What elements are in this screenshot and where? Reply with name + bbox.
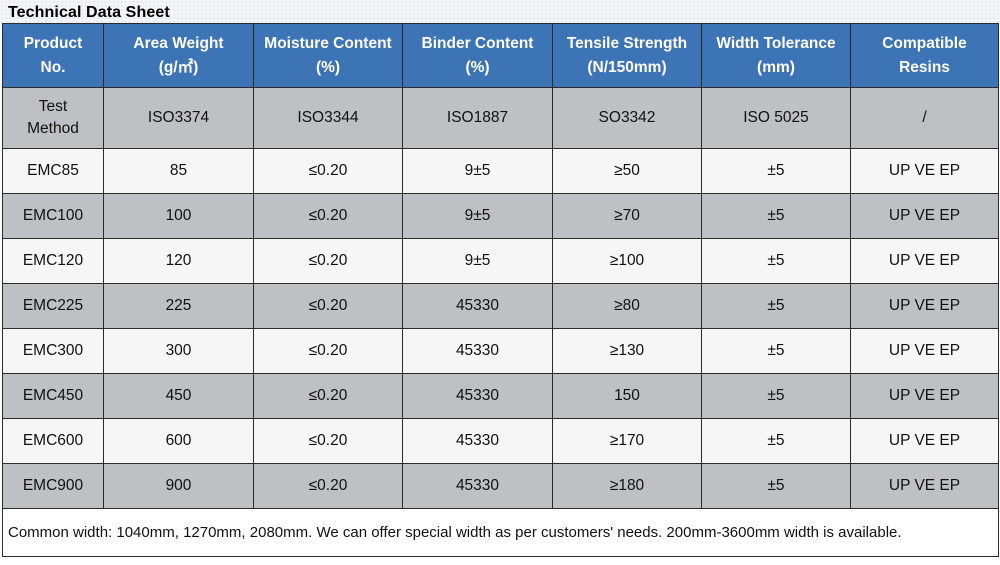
title-bar: Technical Data Sheet xyxy=(0,0,1000,26)
header-binder-content: Binder Content (%) xyxy=(402,23,553,88)
cell-resins: UP VE EP xyxy=(850,418,999,464)
test-method-resins: / xyxy=(850,87,999,149)
cell-resins: UP VE EP xyxy=(850,463,999,509)
cell-product-no: EMC120 xyxy=(2,238,104,284)
cell-area-weight: 450 xyxy=(103,373,254,419)
test-method-width: ISO 5025 xyxy=(701,87,851,149)
cell-resins: UP VE EP xyxy=(850,283,999,329)
cell-product-no: EMC300 xyxy=(2,328,104,374)
header-width-tolerance: Width Tolerance (mm) xyxy=(701,23,851,88)
table-row: EMC450 450 ≤0.20 45330 150 ±5 UP VE EP xyxy=(2,373,999,419)
test-method-row: Test Method ISO3374 ISO3344 ISO1887 SO33… xyxy=(2,87,999,149)
cell-area-weight: 85 xyxy=(103,148,254,194)
cell-product-no: EMC450 xyxy=(2,373,104,419)
cell-width-tolerance: ±5 xyxy=(701,283,851,329)
cell-area-weight: 120 xyxy=(103,238,254,284)
cell-binder: 45330 xyxy=(402,463,553,509)
cell-product-no: EMC900 xyxy=(2,463,104,509)
cell-binder: 45330 xyxy=(402,373,553,419)
cell-tensile: ≥130 xyxy=(552,328,702,374)
cell-width-tolerance: ±5 xyxy=(701,238,851,284)
table-row: EMC85 85 ≤0.20 9±5 ≥50 ±5 UP VE EP xyxy=(2,148,999,194)
cell-width-tolerance: ±5 xyxy=(701,193,851,239)
test-method-label: Test Method xyxy=(2,87,104,149)
cell-tensile: ≥100 xyxy=(552,238,702,284)
header-area-weight: Area Weight (g/㎡) xyxy=(103,23,254,88)
table-row: EMC225 225 ≤0.20 45330 ≥80 ±5 UP VE EP xyxy=(2,283,999,329)
cell-product-no: EMC600 xyxy=(2,418,104,464)
cell-moisture: ≤0.20 xyxy=(253,148,403,194)
cell-area-weight: 600 xyxy=(103,418,254,464)
cell-moisture: ≤0.20 xyxy=(253,193,403,239)
cell-moisture: ≤0.20 xyxy=(253,373,403,419)
cell-tensile: 150 xyxy=(552,373,702,419)
cell-tensile: ≥70 xyxy=(552,193,702,239)
width-note: Common width: 1040mm, 1270mm, 2080mm. We… xyxy=(2,508,999,557)
cell-width-tolerance: ±5 xyxy=(701,373,851,419)
cell-moisture: ≤0.20 xyxy=(253,328,403,374)
cell-moisture: ≤0.20 xyxy=(253,283,403,329)
cell-moisture: ≤0.20 xyxy=(253,238,403,284)
cell-area-weight: 100 xyxy=(103,193,254,239)
header-tensile-strength: Tensile Strength (N/150mm) xyxy=(552,23,702,88)
cell-area-weight: 900 xyxy=(103,463,254,509)
cell-binder: 9±5 xyxy=(402,148,553,194)
test-method-area-weight: ISO3374 xyxy=(103,87,254,149)
cell-binder: 9±5 xyxy=(402,238,553,284)
table-row: EMC300 300 ≤0.20 45330 ≥130 ±5 UP VE EP xyxy=(2,328,999,374)
test-method-moisture: ISO3344 xyxy=(253,87,403,149)
header-compatible-resins: Compatible Resins xyxy=(850,23,999,88)
table-row: EMC120 120 ≤0.20 9±5 ≥100 ±5 UP VE EP xyxy=(2,238,999,284)
test-method-binder: ISO1887 xyxy=(402,87,553,149)
cell-tensile: ≥170 xyxy=(552,418,702,464)
cell-binder: 45330 xyxy=(402,328,553,374)
cell-product-no: EMC85 xyxy=(2,148,104,194)
cell-tensile: ≥50 xyxy=(552,148,702,194)
technical-data-table: Product No. Area Weight (g/㎡) Moisture C… xyxy=(2,23,999,557)
table-row: EMC100 100 ≤0.20 9±5 ≥70 ±5 UP VE EP xyxy=(2,193,999,239)
cell-area-weight: 300 xyxy=(103,328,254,374)
cell-width-tolerance: ±5 xyxy=(701,148,851,194)
sheet-title: Technical Data Sheet xyxy=(8,4,170,21)
header-row: Product No. Area Weight (g/㎡) Moisture C… xyxy=(2,23,999,88)
cell-resins: UP VE EP xyxy=(850,373,999,419)
table-row: EMC900 900 ≤0.20 45330 ≥180 ±5 UP VE EP xyxy=(2,463,999,509)
cell-resins: UP VE EP xyxy=(850,328,999,374)
cell-moisture: ≤0.20 xyxy=(253,418,403,464)
cell-product-no: EMC225 xyxy=(2,283,104,329)
header-product-no: Product No. xyxy=(2,23,104,88)
cell-resins: UP VE EP xyxy=(850,238,999,284)
note-row: Common width: 1040mm, 1270mm, 2080mm. We… xyxy=(2,508,999,557)
cell-tensile: ≥180 xyxy=(552,463,702,509)
cell-width-tolerance: ±5 xyxy=(701,418,851,464)
cell-tensile: ≥80 xyxy=(552,283,702,329)
cell-binder: 45330 xyxy=(402,418,553,464)
cell-area-weight: 225 xyxy=(103,283,254,329)
cell-binder: 45330 xyxy=(402,283,553,329)
cell-binder: 9±5 xyxy=(402,193,553,239)
cell-width-tolerance: ±5 xyxy=(701,463,851,509)
cell-width-tolerance: ±5 xyxy=(701,328,851,374)
header-moisture-content: Moisture Content (%) xyxy=(253,23,403,88)
cell-resins: UP VE EP xyxy=(850,148,999,194)
cell-resins: UP VE EP xyxy=(850,193,999,239)
test-method-tensile: SO3342 xyxy=(552,87,702,149)
cell-product-no: EMC100 xyxy=(2,193,104,239)
cell-moisture: ≤0.20 xyxy=(253,463,403,509)
table-row: EMC600 600 ≤0.20 45330 ≥170 ±5 UP VE EP xyxy=(2,418,999,464)
